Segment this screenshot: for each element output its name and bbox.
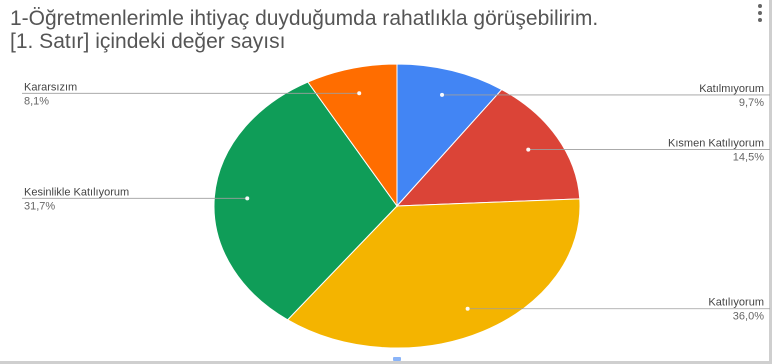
leader-dot-kararsizim xyxy=(357,91,362,96)
leader-dot-katilmiyorum xyxy=(440,92,445,97)
slice-label-katilmiyorum: Katılmıyorum xyxy=(699,83,764,95)
slice-value-kesinlikle-katiliyorum: 31,7% xyxy=(24,200,55,212)
slice-value-kismen-katiliyorum: 14,5% xyxy=(733,152,764,164)
chart-title-line-1: 1-Öğretmenlerimle ihtiyaç duyduğumda rah… xyxy=(10,7,599,30)
leader-dot-kesinlikle-katiliyorum xyxy=(245,196,250,201)
pie-slice-katilmiyorum[interactable] xyxy=(396,63,503,208)
slice-value-kararsizim: 8,1% xyxy=(24,95,49,107)
slice-value-katilmiyorum: 9,7% xyxy=(739,97,764,109)
slice-label-kararsizim: Kararsızım xyxy=(24,81,77,93)
slice-value-katiliyorum: 36,0% xyxy=(733,311,764,323)
pie-labels: Katılmıyorum 9,7% Kısmen Katılıyorum 14,5% K… xyxy=(22,81,770,323)
chart-title: 1-Öğretmenlerimle ihtiyaç duyduğumda rah… xyxy=(10,7,758,53)
slice-label-kismen-katiliyorum: Kısmen Katılıyorum xyxy=(668,138,764,150)
pie-slices xyxy=(213,63,581,349)
more-options-icon[interactable] xyxy=(757,4,763,24)
pie-slice-kesinlikle-katiliyorum[interactable] xyxy=(213,81,398,321)
slice-label-katiliyorum: Katılıyorum xyxy=(708,297,764,309)
leader-dot-kismen-katiliyorum xyxy=(526,147,531,152)
pie-slice-kararsizim[interactable] xyxy=(307,63,398,208)
slice-label-kesinlikle-katiliyorum: Kesinlikle Katılıyorum xyxy=(24,186,129,198)
pie-slice-kismen-katiliyorum[interactable] xyxy=(395,88,581,207)
pie-slice-katiliyorum[interactable] xyxy=(286,198,581,349)
scroll-indicator[interactable] xyxy=(393,357,401,361)
chart-title-line-2: [1. Satır] içindeki değer sayısı xyxy=(10,30,286,53)
leader-dot-katiliyorum xyxy=(465,306,470,311)
